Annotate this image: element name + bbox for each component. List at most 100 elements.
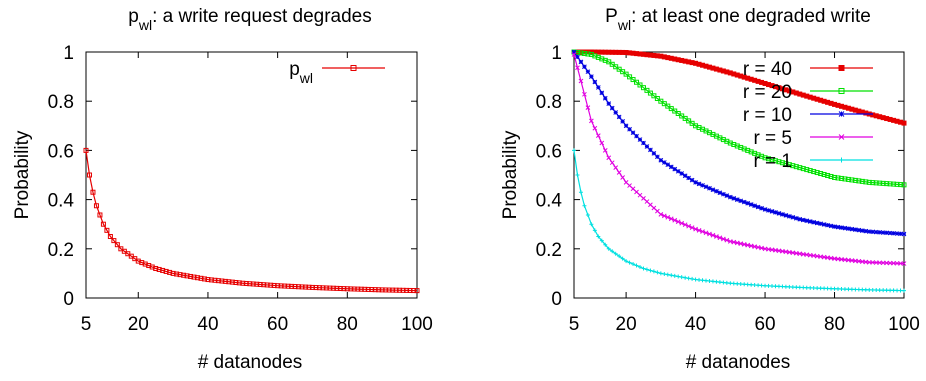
data-point [814, 220, 820, 226]
data-point [623, 180, 629, 185]
data-point [603, 242, 608, 247]
data-point [606, 246, 611, 251]
data-point [703, 230, 709, 236]
data-point [700, 278, 705, 283]
data-point [755, 204, 761, 210]
data-point [606, 155, 612, 161]
data-point [769, 209, 775, 214]
y-tick-label: 0.4 [536, 191, 563, 212]
series-1: r = 20 [571, 49, 907, 188]
data-point [261, 282, 267, 288]
data-point [616, 114, 622, 120]
data-point [860, 287, 865, 292]
data-point [724, 193, 730, 199]
data-point [376, 287, 382, 293]
data-point [766, 283, 771, 288]
data-point [835, 175, 841, 181]
data-point [655, 270, 660, 275]
chart-pwl-write-request: pwl: a write request degrades Probabilit… [12, 6, 433, 373]
data-point [891, 288, 896, 293]
data-point [634, 263, 639, 268]
data-point [807, 168, 813, 174]
data-point [821, 222, 827, 227]
x-axis-label: # datanodes [198, 352, 303, 373]
data-point [644, 267, 649, 272]
data-point [641, 140, 646, 146]
legend-marker [838, 134, 845, 140]
data-point [337, 286, 343, 292]
data-point [773, 210, 778, 215]
data-point [742, 282, 747, 287]
data-point [776, 159, 782, 165]
data-point [870, 229, 876, 235]
legend-label: r = 10 [743, 105, 792, 126]
x-axis-label: # datanodes [686, 352, 791, 373]
data-point [194, 275, 200, 281]
chart-title: pwl: a write request degrades [128, 6, 372, 33]
data-point [582, 64, 587, 70]
data-point [351, 286, 357, 292]
data-point [316, 285, 322, 291]
data-point [617, 254, 622, 259]
plot-frame [573, 51, 905, 299]
data-point [797, 216, 803, 222]
data-point [177, 272, 183, 278]
data-point [575, 173, 580, 177]
x-tick-label: 100 [888, 314, 920, 335]
legend-label: r = 20 [743, 82, 792, 103]
data-point [585, 69, 591, 75]
data-point [90, 189, 96, 195]
data-point [86, 172, 92, 178]
legend-marker [350, 65, 357, 71]
data-point [828, 173, 834, 179]
data-point [665, 272, 670, 277]
data-point [167, 269, 173, 275]
data-point [898, 231, 903, 237]
data-point [734, 143, 740, 149]
data-point [582, 203, 587, 208]
data-point [393, 287, 399, 293]
data-point [219, 278, 225, 284]
data-point [721, 280, 726, 285]
data-point [205, 277, 211, 283]
legend-marker [838, 88, 845, 94]
x-tick-label: 80 [337, 314, 358, 335]
data-point [811, 169, 817, 175]
data-point [891, 181, 897, 187]
y-tick-label: 0.8 [536, 92, 562, 113]
data-point [866, 229, 872, 234]
data-point [839, 286, 844, 291]
data-point [856, 178, 862, 184]
data-point [748, 243, 754, 249]
data-point [215, 278, 221, 284]
legend-marker [838, 65, 845, 71]
data-point [790, 163, 796, 169]
data-point [894, 181, 900, 187]
legend-label: pwl [289, 59, 313, 86]
data-point [623, 71, 629, 77]
data-point [770, 284, 774, 289]
data-point [731, 196, 737, 201]
data-point [766, 208, 771, 213]
data-point [752, 150, 758, 156]
data-point [188, 273, 194, 279]
y-tick-label: 0.6 [536, 141, 562, 162]
data-point [669, 273, 674, 278]
data-point [686, 276, 691, 281]
y-tick-label: 0.4 [48, 191, 75, 212]
data-point [877, 229, 883, 235]
data-point [163, 268, 169, 274]
data-point [243, 280, 249, 286]
data-point [599, 238, 604, 243]
data-point [710, 187, 716, 193]
data-point [97, 212, 103, 218]
data-point [724, 280, 729, 285]
data-point [738, 241, 744, 246]
data-point [637, 82, 643, 88]
data-point [644, 199, 650, 204]
data-point [595, 54, 601, 60]
y-axis-label: Probability [12, 130, 33, 219]
data-point [693, 226, 698, 232]
data-point [818, 221, 823, 227]
